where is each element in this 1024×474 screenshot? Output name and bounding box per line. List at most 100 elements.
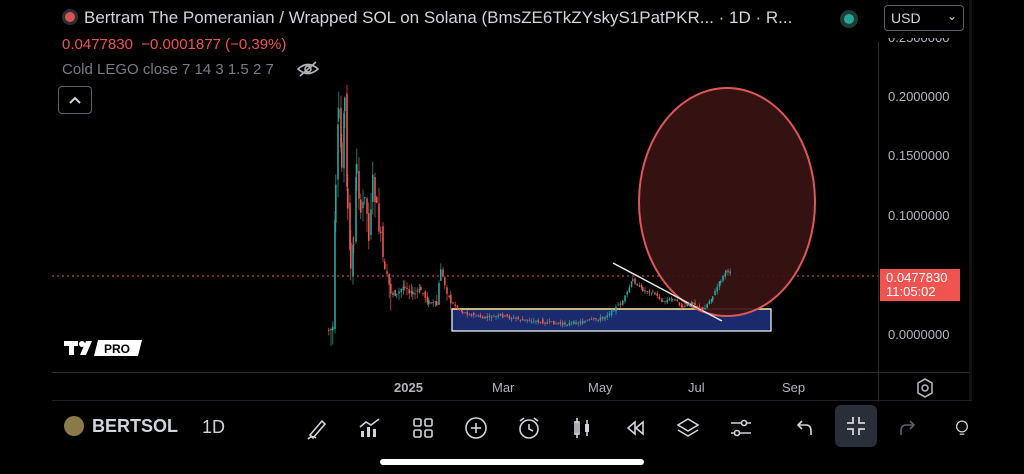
candle-body xyxy=(658,296,661,300)
candle-body xyxy=(704,308,706,310)
candle-body xyxy=(416,290,418,292)
candle-body xyxy=(402,286,405,291)
undo-icon[interactable] xyxy=(785,410,821,446)
candle-body xyxy=(624,295,626,302)
chart-type-candles-icon[interactable] xyxy=(564,410,600,446)
candle-body xyxy=(568,322,571,326)
time-tick: Sep xyxy=(782,380,806,395)
idea-icon[interactable] xyxy=(952,410,972,446)
candle-body xyxy=(579,321,582,324)
logo-pro-text: PRO xyxy=(104,342,130,356)
interval-button[interactable]: 1D xyxy=(202,417,226,437)
candle-body xyxy=(473,312,475,315)
home-indicator[interactable] xyxy=(380,459,644,465)
draw-pen-icon[interactable] xyxy=(299,410,335,446)
replay-icon[interactable] xyxy=(617,410,653,446)
candle-body xyxy=(410,290,413,294)
candle-body xyxy=(539,321,542,323)
candle-body xyxy=(528,320,531,322)
layouts-grid-icon[interactable] xyxy=(405,410,441,446)
indicators-icon[interactable] xyxy=(352,410,388,446)
symbol-search-button[interactable]: BERTSOL xyxy=(64,416,178,437)
candle-body xyxy=(595,318,597,320)
candle-body xyxy=(332,326,334,331)
candle-body xyxy=(602,318,604,320)
settings-sliders-icon[interactable] xyxy=(723,410,759,446)
candle-body xyxy=(432,302,434,304)
candle-body xyxy=(390,283,392,294)
layers-icon[interactable] xyxy=(670,410,706,446)
candle-body xyxy=(610,309,613,316)
chevron-up-icon xyxy=(69,96,81,104)
candle-body xyxy=(475,315,477,317)
candle-body xyxy=(493,316,495,318)
candle-body xyxy=(548,321,551,322)
candle-body xyxy=(700,308,703,309)
candle-body xyxy=(461,309,463,312)
candle-body xyxy=(464,312,466,314)
candle-body xyxy=(672,298,674,300)
candle-body xyxy=(424,291,426,298)
hide-indicator-eye-icon[interactable] xyxy=(296,60,320,78)
candle-body xyxy=(420,287,422,291)
price-change-readout: 0.0477830 −0.0001877 (−0.39%) xyxy=(62,36,286,53)
axis-settings-icon[interactable] xyxy=(914,377,936,399)
candle-body xyxy=(555,323,557,325)
chart-title-text: Bertram The Pomeranian / Wrapped SOL on … xyxy=(84,8,793,27)
candle-body xyxy=(546,322,548,324)
token-logo-icon xyxy=(62,9,78,25)
candle-body xyxy=(368,213,370,241)
price-chart[interactable] xyxy=(52,40,878,372)
candle-body xyxy=(396,293,398,295)
candle-body xyxy=(619,303,622,305)
candle-body xyxy=(481,317,484,319)
candle-body xyxy=(542,319,544,324)
candle-body xyxy=(338,109,340,119)
candle-body xyxy=(404,286,406,288)
candle-body xyxy=(356,164,358,174)
candle-body xyxy=(330,328,332,331)
candle-body xyxy=(526,319,528,321)
candle-body xyxy=(428,300,430,305)
candle-body xyxy=(438,282,440,305)
candle-body xyxy=(530,321,533,323)
candle-body xyxy=(400,289,402,292)
candle-body xyxy=(477,315,479,317)
chart-title[interactable]: Bertram The Pomeranian / Wrapped SOL on … xyxy=(62,8,792,28)
candle-body xyxy=(562,322,564,325)
candle-body xyxy=(392,292,394,296)
candle-body xyxy=(696,305,698,307)
candle-body xyxy=(590,319,593,320)
candle-body xyxy=(436,301,438,306)
candle-body xyxy=(648,290,651,293)
currency-select[interactable]: USD ⌄ xyxy=(884,5,964,31)
candle-body xyxy=(660,300,663,302)
candle-body xyxy=(599,317,602,321)
candle-body xyxy=(394,290,396,296)
candle-body xyxy=(488,315,491,318)
candle-body xyxy=(442,269,444,277)
candle-body xyxy=(553,320,555,325)
candle-body xyxy=(353,244,355,246)
market-status-icon[interactable] xyxy=(840,10,858,28)
indicator-legend[interactable]: Cold LEGO close 7 14 3 1.5 2 7 xyxy=(62,61,274,78)
candle-body xyxy=(372,174,374,202)
candle-body xyxy=(412,291,414,295)
alert-clock-icon[interactable] xyxy=(511,410,547,446)
candle-body xyxy=(604,317,606,320)
candle-body xyxy=(378,203,380,232)
candle-body xyxy=(714,290,716,296)
add-icon[interactable] xyxy=(458,410,494,446)
redo-icon[interactable] xyxy=(891,410,927,446)
candle-body xyxy=(640,285,643,288)
candle-body xyxy=(430,302,432,304)
downtrend-line[interactable] xyxy=(612,262,723,322)
fullscreen-exit-icon[interactable] xyxy=(835,405,877,447)
candle-body xyxy=(662,301,664,302)
candle-body xyxy=(628,287,631,292)
candle-body xyxy=(458,309,461,310)
candle-body xyxy=(499,313,502,316)
candle-body xyxy=(678,302,681,306)
target-circle[interactable] xyxy=(638,87,816,317)
collapse-legend-button[interactable] xyxy=(58,86,92,114)
